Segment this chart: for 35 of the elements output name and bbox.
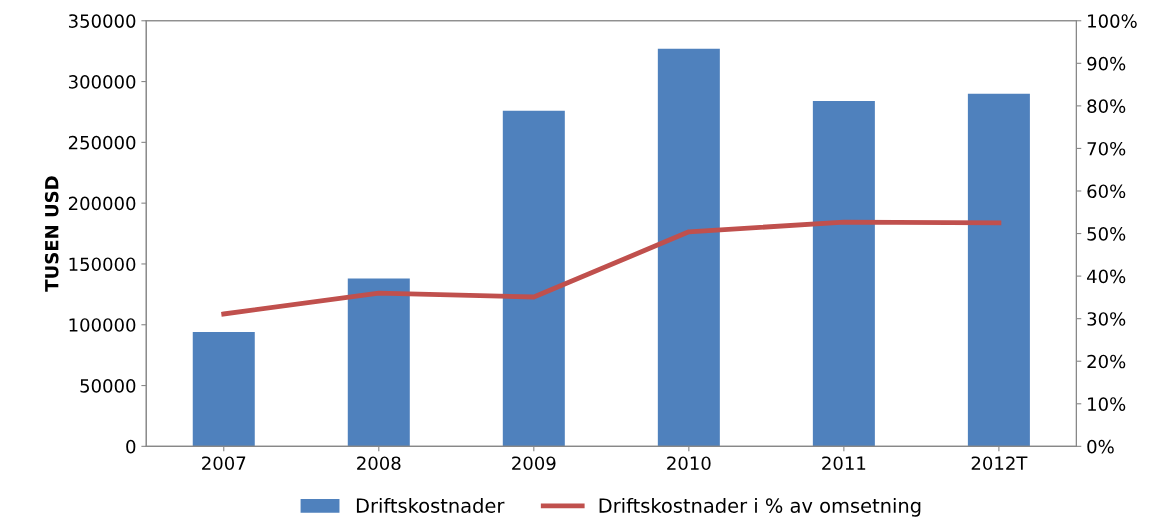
y2-tick-label: 100% xyxy=(1088,14,1137,28)
bar xyxy=(502,110,565,447)
y-tick-label: 0 xyxy=(126,439,136,454)
x-tick-label: 2011 xyxy=(822,456,866,471)
y2-tick-label: 40% xyxy=(1087,269,1126,284)
y2-tick-label: 90% xyxy=(1087,56,1126,71)
bar xyxy=(967,93,1030,447)
y-tick-label: 50000 xyxy=(80,379,136,393)
y2-tick-label: 70% xyxy=(1087,141,1126,156)
y2-tick-label: 0% xyxy=(1087,439,1114,454)
y2-tick-label: 20% xyxy=(1087,354,1126,369)
bar xyxy=(347,278,410,447)
x-tick-label: 2008 xyxy=(357,456,401,471)
x-tick-label: 2009 xyxy=(512,456,556,471)
y-tick-label: 100000 xyxy=(69,318,136,332)
y-tick-label: 200000 xyxy=(68,196,136,211)
y-tick-label: 150000 xyxy=(69,257,136,272)
y2-tick-label: 10% xyxy=(1088,397,1126,411)
y-tick-label: 300000 xyxy=(68,75,136,89)
bar xyxy=(192,332,255,447)
y-tick-label: 250000 xyxy=(68,135,136,150)
x-tick-label: 2010 xyxy=(667,456,711,471)
y-axis-title: TUSEN USD xyxy=(44,176,59,292)
x-tick-label: 2012T xyxy=(971,456,1028,471)
legend-label: Driftskostnader i % av omsetning xyxy=(599,497,921,517)
y-tick-label: 350000 xyxy=(68,14,136,28)
line-series xyxy=(221,219,1002,317)
legend-label: Driftskostnader xyxy=(356,497,505,513)
y2-tick-label: 50% xyxy=(1087,227,1126,241)
bar xyxy=(812,101,875,447)
bar xyxy=(657,48,720,447)
y2-tick-label: 30% xyxy=(1087,312,1126,326)
y2-tick-label: 60% xyxy=(1087,184,1126,199)
y2-tick-label: 80% xyxy=(1087,99,1126,113)
x-tick-label: 2007 xyxy=(202,456,246,471)
